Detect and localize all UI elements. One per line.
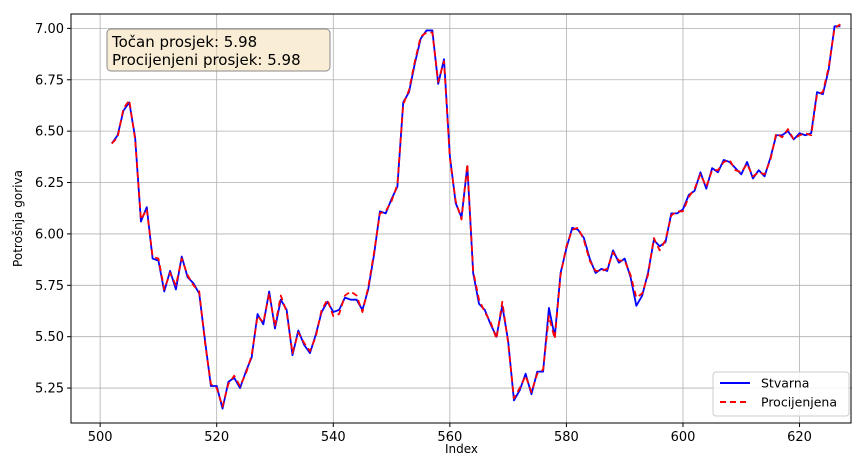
y-tick-label: 6.00 <box>35 227 64 242</box>
y-tick-label: 5.25 <box>35 382 64 397</box>
info-box: Točan prosjek: 5.98 Procijenjeni prosjek… <box>106 28 331 72</box>
info-estimated-mean: Procijenjeni prosjek: 5.98 <box>112 51 301 69</box>
y-tick-label: 5.75 <box>35 279 64 294</box>
series-line-procijenjena <box>111 23 841 408</box>
x-axis-ticks: 500 520 540 560 580 600 620 <box>88 423 812 445</box>
y-tick-label: 7.00 <box>35 22 64 37</box>
legend-label-procijenjena: Procijenjena <box>761 395 837 410</box>
x-tick-label: 620 <box>787 430 812 445</box>
series-line-stvarna <box>111 25 841 410</box>
x-tick-label: 560 <box>437 430 462 445</box>
y-tick-label: 6.50 <box>35 125 64 140</box>
x-tick-label: 540 <box>321 430 346 445</box>
x-tick-label: 500 <box>88 430 113 445</box>
plot-frame <box>70 13 852 424</box>
y-tick-label: 5.50 <box>35 330 64 345</box>
legend-label-stvarna: Stvarna <box>761 376 809 391</box>
x-axis-label: Index <box>445 442 478 455</box>
y-tick-label: 6.75 <box>35 73 64 88</box>
info-box-background <box>106 28 331 72</box>
x-tick-label: 600 <box>671 430 696 445</box>
series-lines <box>111 23 841 410</box>
x-tick-label: 520 <box>204 430 229 445</box>
y-tick-label: 6.25 <box>35 176 64 191</box>
grid <box>71 14 852 423</box>
info-exact-mean: Točan prosjek: 5.98 <box>111 33 257 51</box>
y-axis-label: Potrošnja goriva <box>11 170 25 267</box>
y-axis-ticks: 5.25 5.50 5.75 6.00 6.25 6.50 6.75 7.00 <box>35 22 71 397</box>
x-tick-label: 580 <box>554 430 579 445</box>
legend: Stvarna Procijenjena <box>712 371 850 417</box>
